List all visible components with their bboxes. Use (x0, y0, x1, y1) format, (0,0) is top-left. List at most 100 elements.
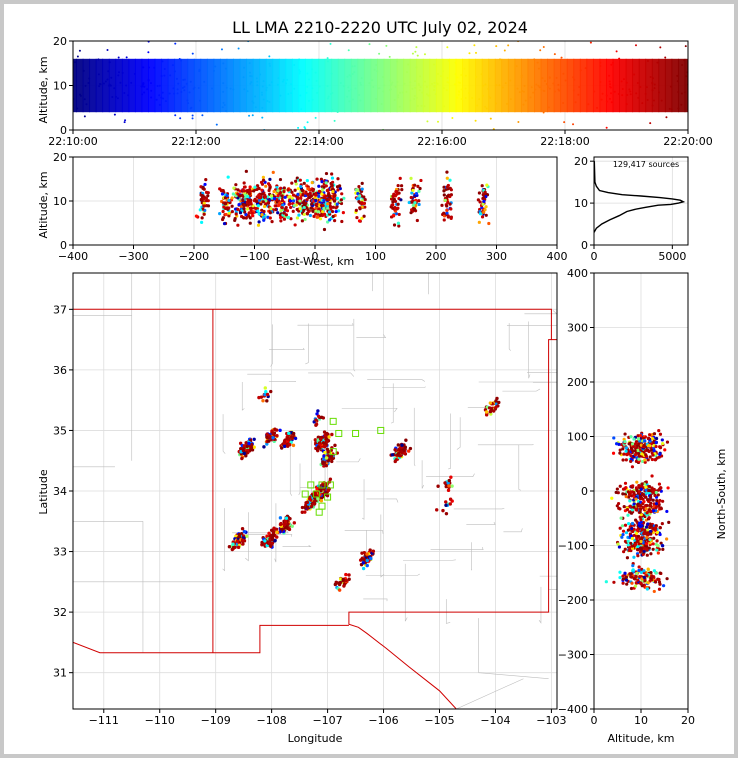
altitude-ns-point-830 (665, 577, 669, 581)
time-altitude-point-362 (534, 88, 537, 91)
altitude-ns-point-822 (623, 571, 627, 575)
altitude-ns-y-ticklabel-1: 300 (567, 322, 588, 335)
time-altitude-point-164 (201, 114, 204, 117)
time-altitude-point-515 (249, 74, 252, 77)
east-west-point-466 (294, 182, 298, 186)
time-altitude-point-453 (176, 92, 179, 95)
time-altitude-band-41 (337, 58, 346, 113)
altitude-ns-point-593 (637, 521, 642, 525)
east-west-point-753 (354, 208, 358, 212)
east-west-point-515 (289, 205, 293, 210)
time-altitude-point-465 (574, 101, 577, 104)
time-altitude-point-114 (298, 69, 301, 72)
county-line-13 (232, 529, 289, 534)
plan-view-point-869 (242, 529, 247, 534)
time-altitude-point-183 (548, 76, 551, 79)
time-altitude-point-32 (327, 95, 330, 98)
east-west-point-418 (276, 203, 281, 208)
altitude-ns-point-103 (647, 436, 651, 440)
time-altitude-x-ticklabel-2: 22:14:00 (294, 135, 343, 148)
plan-view-point-397 (324, 463, 329, 468)
altitude-ns-point-626 (656, 551, 660, 555)
histogram-y-ticklabel-2: 20 (574, 155, 588, 168)
time-altitude-point-480 (109, 84, 112, 87)
east-west-point-507 (302, 181, 306, 185)
time-altitude-point-286 (158, 94, 161, 97)
county-line-45 (222, 508, 225, 572)
plan-view-y-ticklabel-3: 34 (53, 485, 67, 498)
time-altitude-band-54 (422, 58, 431, 113)
east-west-point-868 (409, 195, 413, 200)
time-altitude-point-433 (676, 74, 679, 77)
time-altitude-point-494 (533, 58, 536, 61)
time-altitude-point-486 (256, 84, 259, 87)
time-altitude-point-457 (262, 98, 265, 101)
altitude-ns-point-57 (657, 429, 661, 433)
time-altitude-point-80 (260, 91, 263, 94)
plan-view-point-1155 (314, 418, 318, 422)
east-west-point-637 (318, 213, 322, 218)
time-altitude-point-388 (354, 87, 357, 90)
east-west-point-78 (226, 175, 230, 179)
time-altitude-point-473 (153, 66, 156, 69)
time-altitude-point-464 (108, 61, 111, 64)
time-altitude-band-49 (390, 58, 398, 113)
east-west-point-733 (338, 184, 342, 188)
time-altitude-band-58 (448, 58, 457, 113)
time-altitude-point-393 (475, 51, 478, 54)
histogram-x-ticklabel-1: 5000 (658, 250, 686, 263)
east-west-point-389 (266, 182, 271, 186)
plan-view-x-ticklabel-8: −103 (536, 714, 566, 727)
altitude-ns-point-478 (644, 507, 648, 511)
east-west-point-688 (336, 209, 341, 213)
time-altitude-point-146 (413, 80, 416, 83)
altitude-ns-point-680 (638, 550, 642, 554)
time-altitude-point-157 (399, 91, 402, 94)
county-line-30 (421, 460, 424, 489)
time-altitude-point-446 (578, 86, 581, 89)
time-altitude-point-282 (298, 58, 301, 61)
plan-view-point-169 (274, 428, 279, 432)
altitude-ns-point-227 (650, 457, 654, 462)
east-west-point-401 (282, 186, 286, 190)
plan-view-y-ticklabel-6: 37 (53, 303, 67, 316)
time-altitude-point-137 (475, 75, 478, 78)
altitude-ns-point-235 (651, 453, 655, 457)
east-west-point-303 (249, 202, 253, 206)
time-altitude-point-195 (225, 86, 228, 89)
altitude-ns-point-449 (638, 510, 642, 514)
time-altitude-point-155 (125, 84, 128, 87)
east-west-point-474 (301, 201, 306, 205)
plan-view-point-68 (252, 437, 256, 441)
east-west-point-871 (415, 218, 419, 223)
east-west-point-191 (246, 194, 250, 199)
time-altitude-point-342 (489, 117, 492, 120)
time-altitude-point-4 (487, 87, 490, 90)
plan-view-grid (73, 273, 557, 709)
east-west-point-168 (247, 211, 251, 215)
east-west-point-392 (280, 194, 284, 198)
time-altitude-point-459 (339, 81, 342, 84)
time-altitude-point-105 (573, 78, 576, 81)
east-west-point-854 (417, 189, 421, 193)
altitude-ns-point-760 (621, 581, 625, 585)
time-altitude-point-64 (175, 77, 178, 80)
east-west-point-911 (442, 193, 446, 197)
east-west-point-30 (206, 191, 210, 195)
east-west-point-381 (279, 219, 283, 223)
east-west-point-657 (330, 209, 335, 214)
time-altitude-point-196 (456, 76, 459, 79)
time-altitude-y-ticklabel-2: 20 (53, 35, 67, 48)
time-altitude-band-16 (174, 58, 182, 113)
plan-view-point-368 (316, 445, 321, 449)
east-west-point-372 (276, 211, 280, 215)
altitude-ns-point-226 (658, 445, 663, 450)
time-altitude-point-328 (189, 107, 192, 110)
altitude-ns-point-503 (623, 523, 628, 527)
altitude-ns-point-453 (648, 504, 652, 508)
altitude-ns-x-ticklabel-1: 10 (634, 714, 648, 727)
east-west-point-530 (304, 201, 308, 205)
source-count-annotation: 129,417 sources (613, 160, 679, 169)
altitude-ns-point-838 (638, 574, 642, 579)
sensor-marker-4 (324, 493, 332, 501)
